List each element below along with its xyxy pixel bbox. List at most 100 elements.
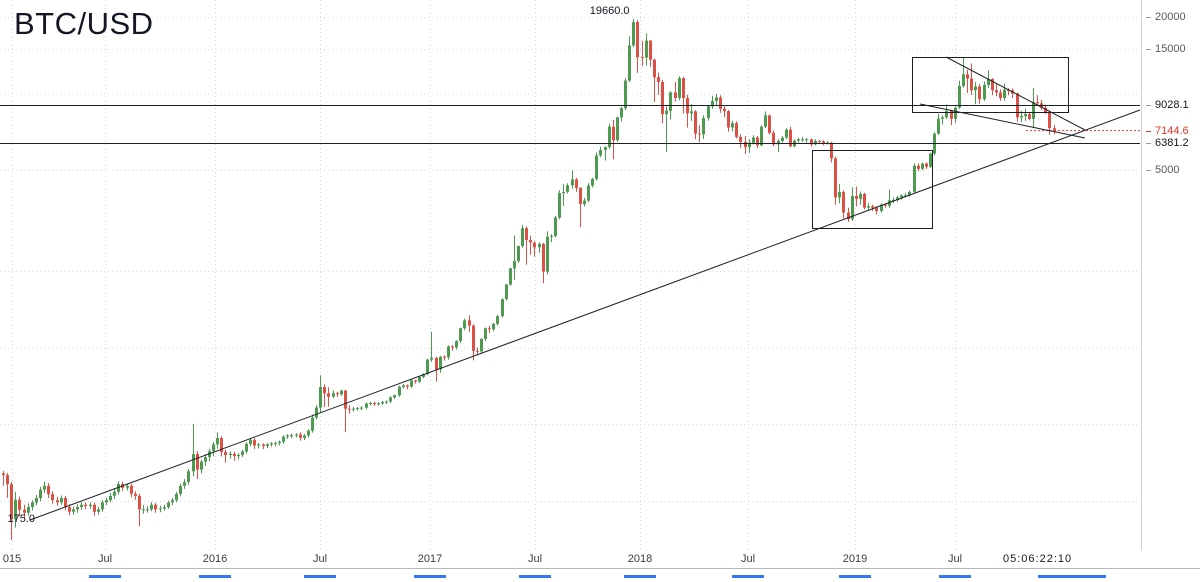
candle-body bbox=[999, 92, 1002, 98]
candle-body bbox=[369, 402, 372, 404]
candle-body bbox=[496, 316, 499, 324]
candle-body bbox=[801, 139, 804, 141]
candle-body bbox=[6, 475, 9, 485]
candle-body bbox=[554, 217, 557, 236]
candle-body bbox=[18, 499, 21, 510]
candle-body bbox=[10, 484, 13, 520]
candle-body bbox=[426, 359, 429, 374]
candle-body bbox=[311, 417, 314, 431]
candle-body bbox=[192, 454, 195, 472]
candle-body bbox=[674, 92, 677, 98]
candle-body bbox=[875, 207, 878, 211]
candle-body bbox=[941, 117, 944, 119]
candle-body bbox=[983, 85, 986, 100]
ascending-trendline-drawing[interactable] bbox=[29, 109, 1141, 521]
rectangle-drawing[interactable] bbox=[912, 57, 1069, 113]
descending-channel-line-drawing[interactable] bbox=[945, 56, 1086, 131]
candle-body bbox=[282, 436, 285, 442]
candle-body bbox=[711, 100, 714, 107]
candle-body bbox=[962, 74, 965, 86]
candle-body bbox=[945, 110, 948, 118]
candle-body bbox=[27, 507, 30, 513]
candle-body bbox=[669, 92, 672, 111]
candle-body bbox=[636, 22, 639, 58]
candle-body bbox=[653, 59, 656, 78]
low-price-annotation: 175.0 bbox=[8, 513, 36, 525]
candle-body bbox=[752, 137, 755, 143]
candle-body bbox=[303, 435, 306, 438]
candle-body bbox=[356, 408, 359, 410]
candle-body bbox=[571, 179, 574, 186]
descending-channel-line-drawing[interactable] bbox=[919, 103, 1086, 139]
candle-body bbox=[509, 268, 512, 285]
candle-body bbox=[954, 107, 957, 119]
candle-body bbox=[727, 111, 730, 128]
candle-body bbox=[789, 129, 792, 147]
price-axis[interactable]: 20000 15000 9028.1 7144.6 6381.2 5000 bbox=[1141, 0, 1200, 550]
candle-body bbox=[595, 155, 598, 179]
candle-body bbox=[818, 141, 821, 142]
price-axis-label: 15000 bbox=[1146, 43, 1186, 55]
candle-body bbox=[880, 204, 883, 211]
candle-body bbox=[89, 504, 92, 507]
candle-body bbox=[68, 507, 71, 512]
candle-body bbox=[163, 507, 166, 509]
candle-body bbox=[987, 79, 990, 85]
candle-body bbox=[579, 187, 582, 205]
candle-body bbox=[777, 141, 780, 145]
candle-body bbox=[810, 139, 813, 145]
candle-body bbox=[274, 443, 277, 445]
candle-body bbox=[266, 444, 269, 446]
candle-body bbox=[814, 141, 817, 145]
candle-body bbox=[1053, 128, 1056, 131]
candle-body bbox=[130, 485, 133, 494]
candle-body bbox=[344, 390, 347, 409]
candle-body bbox=[797, 139, 800, 141]
candle-body bbox=[694, 111, 697, 134]
candle-body bbox=[76, 507, 79, 510]
price-chart[interactable]: 19660.0 175.0 bbox=[0, 0, 1141, 550]
candle-body bbox=[525, 228, 528, 240]
candle-body bbox=[187, 471, 190, 482]
candle-body bbox=[517, 246, 520, 261]
time-axis-label: Jul bbox=[97, 553, 113, 565]
candle-body bbox=[385, 401, 388, 403]
time-axis-label: 2018 bbox=[627, 553, 653, 565]
candle-body bbox=[299, 434, 302, 438]
candle-body bbox=[900, 195, 903, 198]
candle-body bbox=[970, 78, 973, 91]
candle-body bbox=[241, 451, 244, 455]
candle-body bbox=[245, 443, 248, 452]
candle-body bbox=[348, 408, 351, 410]
candle-body bbox=[430, 357, 433, 360]
candle-body bbox=[14, 499, 17, 520]
candle-body bbox=[126, 485, 129, 488]
candle-body bbox=[295, 434, 298, 436]
candle-body bbox=[340, 390, 343, 395]
candle-body bbox=[150, 504, 153, 510]
candle-body bbox=[785, 129, 788, 138]
candle-body bbox=[1048, 112, 1051, 129]
candle-body bbox=[47, 485, 50, 495]
candle-body bbox=[492, 323, 495, 330]
candle-body bbox=[459, 328, 462, 342]
candle-body bbox=[414, 380, 417, 382]
candle-body bbox=[159, 508, 162, 510]
candle-body bbox=[175, 493, 178, 501]
candle-body bbox=[731, 123, 734, 128]
candle-close-countdown: 05:06:22:10 bbox=[1003, 553, 1073, 565]
candle-body bbox=[884, 204, 887, 206]
candle-body bbox=[1024, 114, 1027, 117]
time-axis-label: 2017 bbox=[417, 553, 443, 565]
candle-body bbox=[645, 40, 648, 58]
time-axis-label: Jul bbox=[947, 553, 963, 565]
timeline-marker bbox=[624, 575, 656, 578]
candle-body bbox=[735, 123, 738, 137]
candle-body bbox=[533, 242, 536, 248]
timeline-marker bbox=[1038, 575, 1106, 578]
candle-body bbox=[855, 196, 858, 199]
time-axis[interactable]: 05:06:22:10 015 Jul 2016 Jul 2017 Jul 2018 Jul 2… bbox=[0, 550, 1200, 569]
candle-body bbox=[805, 139, 808, 141]
rectangle-drawing[interactable] bbox=[812, 150, 933, 229]
candle-body bbox=[867, 206, 870, 208]
